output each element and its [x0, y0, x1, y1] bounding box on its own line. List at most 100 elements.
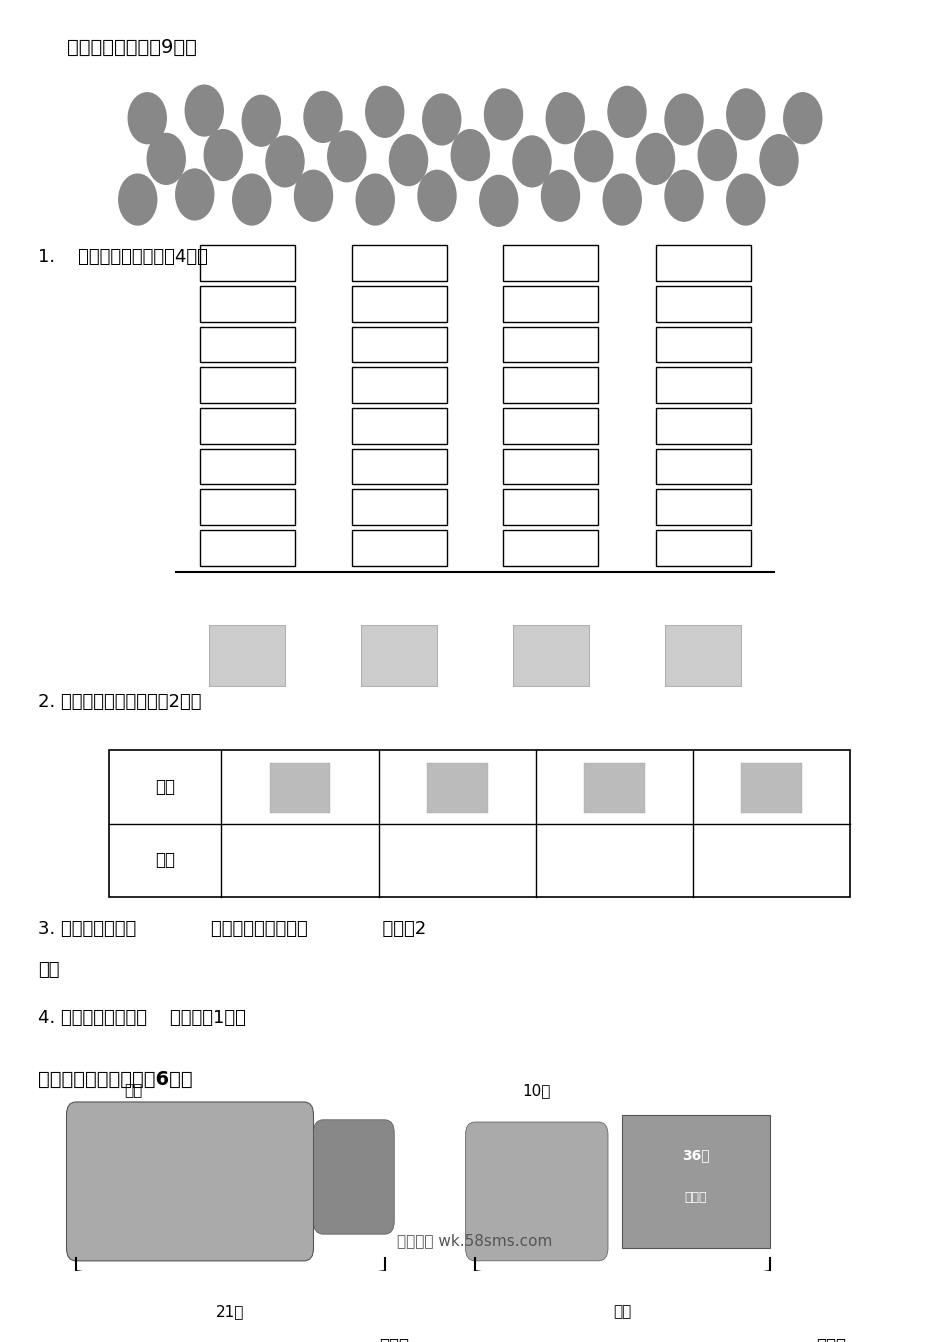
Circle shape — [128, 93, 166, 144]
Bar — [504, 448, 598, 484]
Circle shape — [603, 174, 641, 225]
Bar — [352, 286, 446, 322]
Circle shape — [204, 130, 242, 180]
Circle shape — [423, 94, 461, 145]
Bar — [200, 368, 294, 403]
Circle shape — [418, 170, 456, 221]
Bar — [200, 448, 294, 484]
Text: 种类: 种类 — [155, 778, 176, 796]
FancyBboxPatch shape — [584, 762, 645, 813]
Bar — [352, 448, 446, 484]
Text: 分）: 分） — [38, 961, 60, 978]
Text: 3. 数量最多的是（             ），数量最少的是（             ）。（2: 3. 数量最多的是（ ），数量最少的是（ ）。（2 — [38, 921, 427, 938]
Circle shape — [328, 132, 366, 181]
Circle shape — [356, 174, 394, 225]
FancyBboxPatch shape — [741, 762, 802, 813]
Bar — [504, 286, 598, 322]
Bar — [200, 246, 294, 280]
Circle shape — [636, 133, 674, 184]
Text: ？个: ？个 — [613, 1304, 632, 1319]
Bar — [352, 326, 446, 362]
Circle shape — [147, 133, 185, 184]
Text: 2. 根据上图填写表格。（2分）: 2. 根据上图填写表格。（2分） — [38, 692, 201, 711]
Bar — [626, 1315, 697, 1342]
Bar — [352, 530, 446, 565]
Bar — [656, 490, 751, 525]
Bar — [656, 326, 751, 362]
Text: 沙糖桔: 沙糖桔 — [685, 1190, 707, 1204]
FancyBboxPatch shape — [427, 762, 487, 813]
Bar — [189, 1315, 260, 1342]
Circle shape — [542, 170, 580, 221]
Circle shape — [266, 136, 304, 187]
FancyBboxPatch shape — [66, 1102, 314, 1261]
Bar — [504, 490, 598, 525]
Circle shape — [608, 86, 646, 137]
Bar — [656, 408, 751, 444]
Bar — [109, 750, 850, 898]
Bar — [352, 368, 446, 403]
Bar — [504, 326, 598, 362]
Bar — [504, 246, 598, 280]
Circle shape — [784, 93, 822, 144]
Bar — [352, 490, 446, 525]
Circle shape — [575, 132, 613, 181]
Circle shape — [727, 89, 765, 140]
Text: （个）: （个） — [379, 1337, 409, 1342]
Text: 4. 四种动物一共有（    ）只。（1分）: 4. 四种动物一共有（ ）只。（1分） — [38, 1009, 246, 1027]
Bar — [352, 246, 446, 280]
Circle shape — [390, 134, 428, 185]
Bar — [656, 448, 751, 484]
Circle shape — [304, 91, 342, 142]
Circle shape — [480, 176, 518, 227]
Bar — [200, 286, 294, 322]
Bar — [504, 368, 598, 403]
Bar — [656, 368, 751, 403]
Bar — [200, 326, 294, 362]
FancyBboxPatch shape — [314, 1119, 394, 1235]
Bar — [200, 530, 294, 565]
FancyBboxPatch shape — [209, 625, 285, 686]
FancyBboxPatch shape — [361, 625, 437, 686]
Text: 五八文库 wk.58sms.com: 五八文库 wk.58sms.com — [397, 1233, 553, 1248]
Text: =: = — [711, 1337, 730, 1342]
Bar — [737, 1315, 808, 1342]
FancyBboxPatch shape — [665, 625, 741, 686]
Text: ？个: ？个 — [124, 1083, 142, 1098]
Circle shape — [484, 89, 522, 140]
Bar — [200, 490, 294, 525]
Circle shape — [119, 174, 157, 225]
FancyBboxPatch shape — [466, 1122, 608, 1261]
Text: 个数: 个数 — [155, 851, 176, 870]
Text: 看图解决问题。（9分）: 看图解决问题。（9分） — [66, 38, 197, 58]
Bar — [57, 1315, 128, 1342]
Text: 10个: 10个 — [522, 1083, 551, 1098]
Bar — [494, 1315, 565, 1342]
Circle shape — [760, 134, 798, 185]
Circle shape — [546, 93, 584, 144]
Bar — [656, 286, 751, 322]
Circle shape — [176, 169, 214, 220]
Bar — [656, 246, 751, 280]
Circle shape — [665, 94, 703, 145]
Bar — [200, 408, 294, 444]
Text: 36个: 36个 — [682, 1147, 710, 1162]
Bar — [504, 408, 598, 444]
Circle shape — [698, 130, 736, 180]
Bar — [300, 1315, 371, 1342]
Circle shape — [294, 170, 332, 221]
Bar — [656, 530, 751, 565]
Text: （个）: （个） — [816, 1337, 846, 1342]
Circle shape — [727, 174, 765, 225]
Circle shape — [185, 85, 223, 136]
Bar — [504, 530, 598, 565]
Bar — [352, 408, 446, 444]
Circle shape — [665, 170, 703, 221]
Circle shape — [451, 130, 489, 180]
Text: 1.    分一分、涂一涂。（4分）: 1. 分一分、涂一涂。（4分） — [38, 248, 208, 266]
FancyBboxPatch shape — [513, 625, 589, 686]
Text: 七、看图列式计算。（6分）: 七、看图列式计算。（6分） — [38, 1070, 193, 1090]
Text: =: = — [274, 1337, 293, 1342]
Circle shape — [366, 86, 404, 137]
Circle shape — [242, 95, 280, 146]
